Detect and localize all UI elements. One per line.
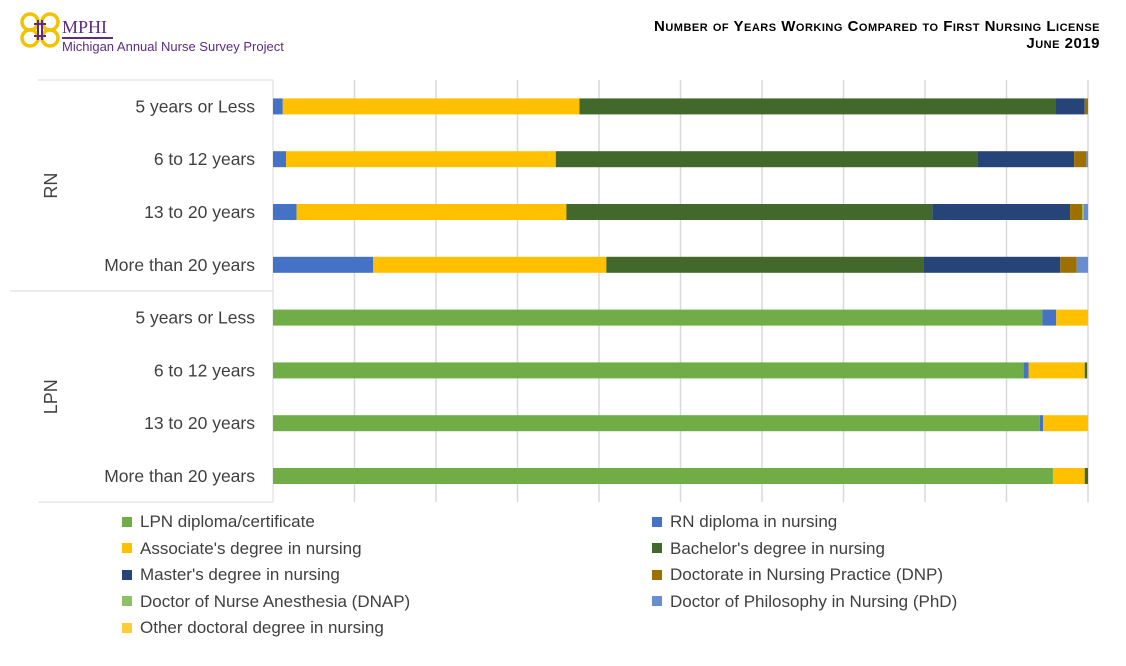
bar-segment <box>282 98 580 115</box>
bar-segment <box>1084 362 1088 379</box>
legend-swatch <box>652 543 662 554</box>
legend-item: Bachelor's degree in nursing <box>652 539 885 559</box>
bar-segment <box>1084 98 1088 115</box>
bar-segment <box>606 256 924 273</box>
title-line-1: Number of Years Working Compared to Firs… <box>654 18 1100 35</box>
bar-segment <box>273 98 283 115</box>
category-label: 5 years or Less <box>135 96 255 116</box>
bar-segment <box>1028 362 1085 379</box>
legend-label: LPN diploma/certificate <box>140 512 315 531</box>
bar-segment <box>579 98 1056 115</box>
bar-segment <box>273 151 287 168</box>
bar-segment <box>1043 415 1088 432</box>
legend-item: Doctorate in Nursing Practice (DNP) <box>652 565 943 585</box>
bar-segment <box>1055 98 1085 115</box>
bar-segment <box>273 309 1043 326</box>
bar-segment <box>1087 362 1088 379</box>
group-label: LPN <box>41 379 61 414</box>
legend-swatch <box>122 516 132 527</box>
logo-subtitle: Michigan Annual Nurse Survey Project <box>62 39 284 54</box>
category-label: 13 to 20 years <box>144 202 255 222</box>
logo-text: MPHI <box>62 17 114 39</box>
bar-segment <box>286 151 556 168</box>
title-line-2: June 2019 <box>1026 35 1100 52</box>
chart-title: Number of Years Working Compared to Firs… <box>654 18 1100 52</box>
group-label: RN <box>41 173 61 199</box>
legend-label: Master's degree in nursing <box>140 565 340 584</box>
legend-swatch <box>122 596 132 607</box>
bar-segment <box>1023 362 1029 379</box>
legend-item: Doctor of Nurse Anesthesia (DNAP) <box>122 592 410 612</box>
bar-segment <box>1039 415 1044 432</box>
category-label: More than 20 years <box>104 466 255 486</box>
category-label: 5 years or Less <box>135 308 255 328</box>
legend-item: Associate's degree in nursing <box>122 539 362 559</box>
bar-segment <box>1056 309 1088 326</box>
legend-item: Other doctoral degree in nursing <box>122 618 384 638</box>
bar-segment <box>1052 468 1085 484</box>
bar-segment <box>1082 204 1084 220</box>
legend-label: Other doctoral degree in nursing <box>140 618 384 637</box>
bar-segment <box>1084 468 1088 484</box>
legend-label: Doctor of Nurse Anesthesia (DNAP) <box>140 591 411 611</box>
legend-item: RN diploma in nursing <box>652 512 837 532</box>
legend-swatch <box>122 569 132 580</box>
legend-label: Bachelor's degree in nursing <box>670 538 885 558</box>
legend-label: Doctor of Philosophy in Nursing (PhD) <box>670 591 958 611</box>
bar-segment <box>296 204 567 220</box>
category-label: 13 to 20 years <box>144 413 255 433</box>
bar-segment <box>373 256 607 273</box>
legend-item: Doctor of Philosophy in Nursing (PhD) <box>652 592 957 612</box>
bar-segment <box>273 468 1053 484</box>
bar-segment <box>1086 151 1088 168</box>
category-label: 6 to 12 years <box>154 360 255 380</box>
bar-segment <box>1042 309 1057 326</box>
bar-segment <box>273 256 374 273</box>
legend-label: RN diploma in nursing <box>670 512 838 531</box>
bar-segment <box>555 151 978 168</box>
legend-swatch <box>122 622 132 633</box>
bar-segment <box>273 362 1024 379</box>
bar-segment <box>923 256 1061 273</box>
legend-item: Master's degree in nursing <box>122 565 340 585</box>
legend-swatch <box>122 543 132 554</box>
bar-segment <box>273 204 297 220</box>
legend-label: Associate's degree in nursing <box>140 538 362 558</box>
category-label: 6 to 12 years <box>154 149 255 169</box>
bar-segment <box>273 415 1040 432</box>
bar-segment <box>1076 256 1088 273</box>
bar-segment <box>1070 204 1083 220</box>
legend-item: LPN diploma/certificate <box>122 512 315 532</box>
legend-swatch <box>652 596 662 607</box>
bar-segment <box>1074 151 1087 168</box>
bar-segment <box>1060 256 1077 273</box>
category-label: More than 20 years <box>104 255 255 275</box>
mphi-logo-icon <box>20 12 60 48</box>
bar-segment <box>1083 204 1088 220</box>
bar-segment <box>566 204 933 220</box>
bar-segment <box>977 151 1075 168</box>
bar-segment <box>932 204 1071 220</box>
legend-swatch <box>652 569 662 580</box>
legend-label: Doctorate in Nursing Practice (DNP) <box>670 565 944 584</box>
legend-swatch <box>652 516 662 527</box>
